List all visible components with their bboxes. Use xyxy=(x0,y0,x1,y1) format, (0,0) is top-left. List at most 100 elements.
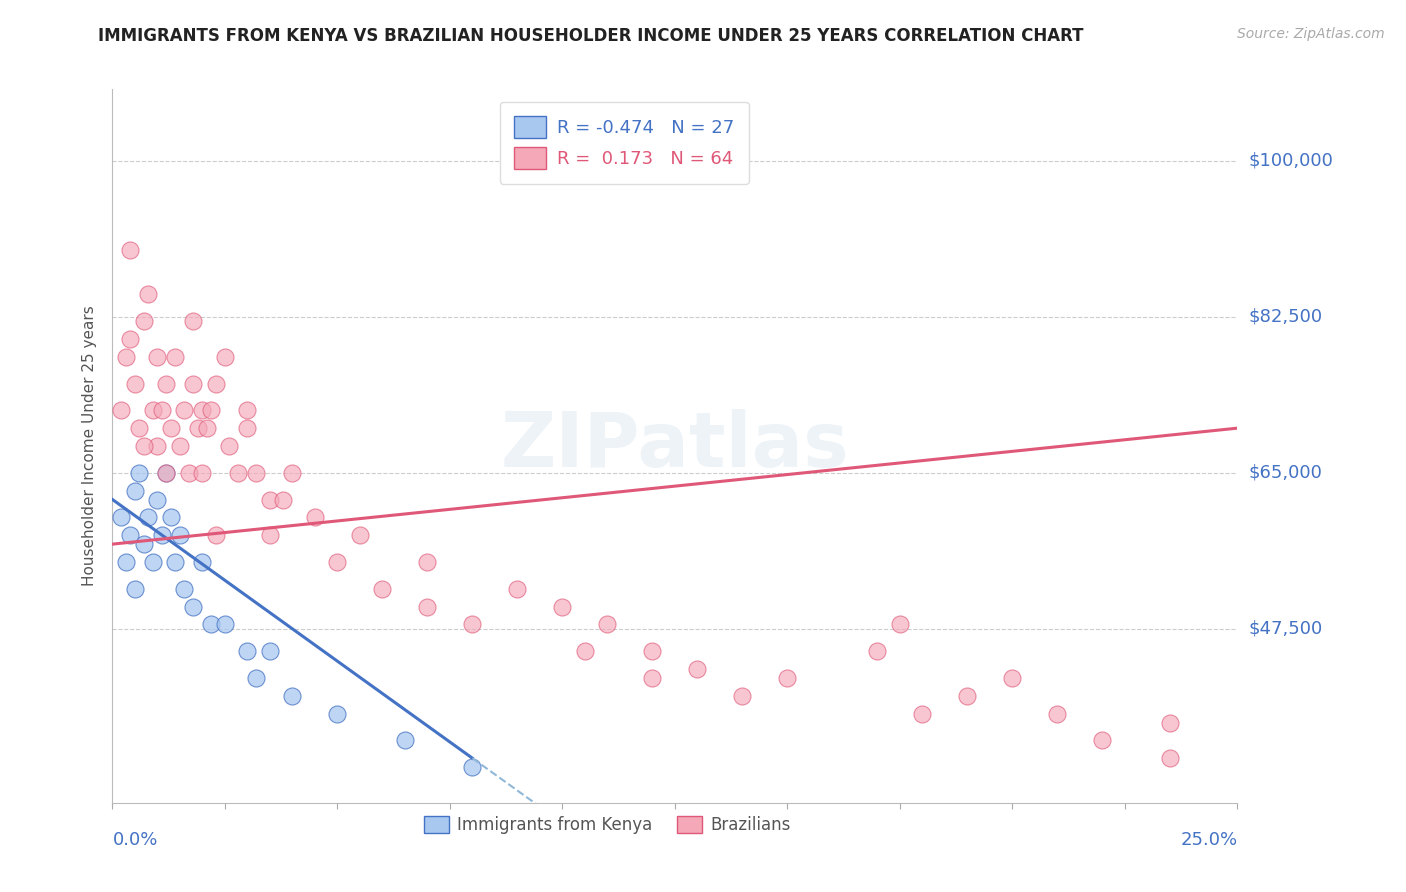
Point xyxy=(169,439,191,453)
Point xyxy=(236,421,259,435)
Point xyxy=(1159,715,1181,730)
Point xyxy=(214,350,236,364)
Point xyxy=(124,582,146,596)
Point xyxy=(138,287,160,301)
Point xyxy=(686,662,709,676)
Point xyxy=(183,376,205,391)
Point xyxy=(956,689,979,703)
Point xyxy=(142,403,165,417)
Point xyxy=(273,492,295,507)
Y-axis label: Householder Income Under 25 years: Householder Income Under 25 years xyxy=(82,306,97,586)
Point xyxy=(124,376,146,391)
Point xyxy=(461,760,484,774)
Point xyxy=(259,644,281,658)
Text: Source: ZipAtlas.com: Source: ZipAtlas.com xyxy=(1237,27,1385,41)
Point xyxy=(183,314,205,328)
Point xyxy=(326,555,349,569)
Point xyxy=(150,403,173,417)
Point xyxy=(1046,706,1069,721)
Point xyxy=(187,421,209,435)
Text: ZIPatlas: ZIPatlas xyxy=(501,409,849,483)
Point xyxy=(128,421,150,435)
Point xyxy=(371,582,394,596)
Text: $82,500: $82,500 xyxy=(1249,308,1323,326)
Point xyxy=(245,466,267,480)
Point xyxy=(177,466,200,480)
Point xyxy=(155,376,177,391)
Point xyxy=(120,243,142,257)
Point xyxy=(165,555,187,569)
Point xyxy=(461,617,484,632)
Point xyxy=(911,706,934,721)
Point xyxy=(641,644,664,658)
Point xyxy=(218,439,240,453)
Point xyxy=(173,582,195,596)
Point xyxy=(183,599,205,614)
Point xyxy=(146,350,169,364)
Text: IMMIGRANTS FROM KENYA VS BRAZILIAN HOUSEHOLDER INCOME UNDER 25 YEARS CORRELATION: IMMIGRANTS FROM KENYA VS BRAZILIAN HOUSE… xyxy=(98,27,1084,45)
Point xyxy=(150,528,173,542)
Point xyxy=(165,350,187,364)
Point xyxy=(641,671,664,685)
Point xyxy=(236,644,259,658)
Point xyxy=(146,439,169,453)
Point xyxy=(191,555,214,569)
Point xyxy=(776,671,799,685)
Point xyxy=(281,689,304,703)
Point xyxy=(394,733,416,747)
Point xyxy=(191,466,214,480)
Point xyxy=(115,350,138,364)
Point xyxy=(142,555,165,569)
Point xyxy=(259,492,281,507)
Text: $65,000: $65,000 xyxy=(1249,464,1323,482)
Point xyxy=(596,617,619,632)
Point xyxy=(326,706,349,721)
Text: $47,500: $47,500 xyxy=(1249,620,1323,638)
Point xyxy=(889,617,911,632)
Point xyxy=(228,466,250,480)
Text: $100,000: $100,000 xyxy=(1249,152,1333,169)
Point xyxy=(416,599,439,614)
Point xyxy=(506,582,529,596)
Point xyxy=(245,671,267,685)
Point xyxy=(120,332,142,346)
Point xyxy=(731,689,754,703)
Point xyxy=(281,466,304,480)
Point xyxy=(191,403,214,417)
Point xyxy=(574,644,596,658)
Point xyxy=(160,421,183,435)
Point xyxy=(169,528,191,542)
Point xyxy=(138,510,160,524)
Point xyxy=(160,510,183,524)
Point xyxy=(132,439,155,453)
Point xyxy=(349,528,371,542)
Point xyxy=(200,617,222,632)
Point xyxy=(205,376,228,391)
Point xyxy=(205,528,228,542)
Point xyxy=(132,314,155,328)
Point xyxy=(173,403,195,417)
Point xyxy=(1091,733,1114,747)
Point xyxy=(214,617,236,632)
Point xyxy=(1159,751,1181,765)
Point xyxy=(1001,671,1024,685)
Point xyxy=(551,599,574,614)
Point xyxy=(110,510,132,524)
Point xyxy=(200,403,222,417)
Point xyxy=(128,466,150,480)
Point xyxy=(195,421,218,435)
Point xyxy=(110,403,132,417)
Point xyxy=(146,492,169,507)
Text: 0.0%: 0.0% xyxy=(112,831,157,849)
Point xyxy=(155,466,177,480)
Point xyxy=(259,528,281,542)
Point xyxy=(115,555,138,569)
Legend: Immigrants from Kenya, Brazilians: Immigrants from Kenya, Brazilians xyxy=(418,809,797,841)
Text: 25.0%: 25.0% xyxy=(1180,831,1237,849)
Point xyxy=(236,403,259,417)
Point xyxy=(124,483,146,498)
Point xyxy=(155,466,177,480)
Point xyxy=(132,537,155,551)
Point xyxy=(120,528,142,542)
Point xyxy=(866,644,889,658)
